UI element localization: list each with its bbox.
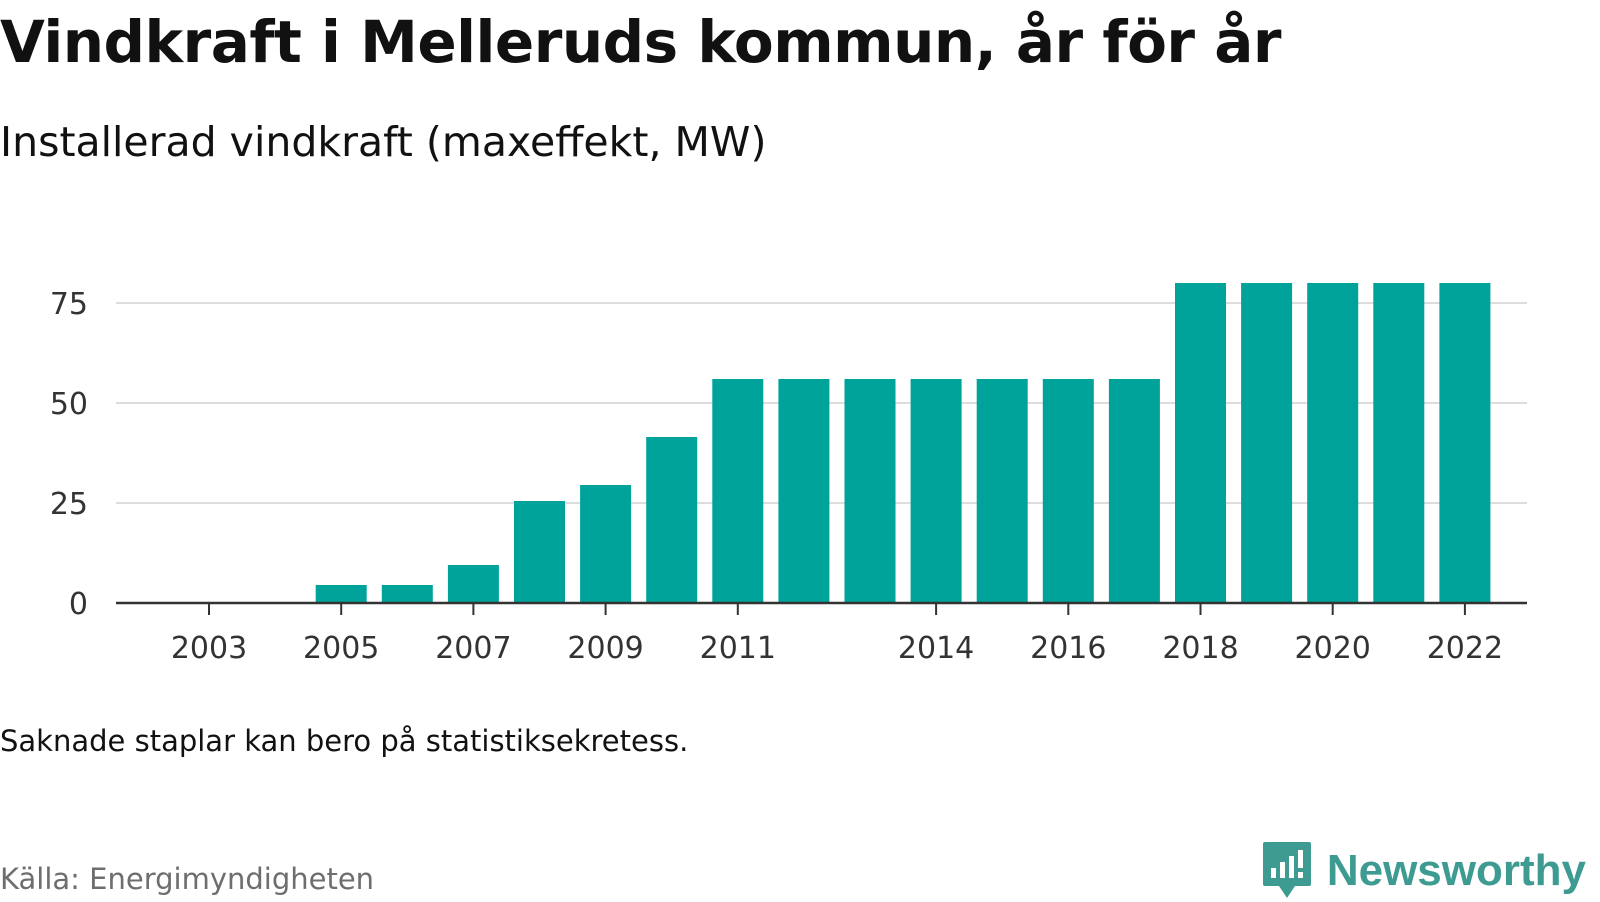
x-tick-label: 2016: [1030, 631, 1106, 666]
bar-2008: [514, 501, 565, 603]
bar-2022: [1439, 283, 1491, 603]
bar-2010: [646, 437, 698, 603]
chart-title: Vindkraft i Melleruds kommun, år för år: [0, 8, 1281, 76]
y-tick-label: 0: [69, 587, 88, 622]
x-tick-label: 2018: [1162, 631, 1238, 666]
x-tick-label: 2003: [171, 631, 247, 666]
x-tick-label: 2009: [567, 631, 643, 666]
bar-2011: [712, 379, 764, 603]
footnote: Saknade staplar kan bero på statistiksek…: [0, 724, 689, 758]
bar-2017: [1108, 379, 1160, 603]
x-tick-label: 2014: [898, 631, 974, 666]
bar-2018: [1175, 283, 1226, 603]
source-text: Källa: Energimyndigheten: [0, 862, 375, 896]
bar-2019: [1241, 283, 1293, 603]
bar-2015: [976, 379, 1028, 603]
y-axis-labels: 0 25 50 75: [50, 287, 88, 622]
y-tick-label: 25: [50, 487, 88, 522]
bar-2021: [1373, 283, 1425, 603]
bars: [315, 283, 1491, 603]
bar-2007: [447, 565, 499, 603]
bar-2016: [1042, 379, 1094, 603]
brand-logo: Newsworthy: [1261, 840, 1586, 902]
bar-2020: [1307, 283, 1359, 603]
x-tick-label: 2022: [1427, 631, 1503, 666]
bar-2009: [580, 485, 632, 603]
y-tick-label: 75: [50, 287, 88, 322]
bar-chart: 0 25 50 75 2003 2005 2007 2009 2011 2014 2016 2018…: [50, 283, 1527, 666]
bar-2014: [910, 379, 962, 603]
x-tick-label: 2011: [700, 631, 776, 666]
brand-name: Newsworthy: [1326, 846, 1586, 895]
bar-2005: [315, 585, 367, 603]
newsworthy-logo-icon: [1262, 842, 1311, 898]
bar-2006: [381, 585, 433, 603]
x-tick-label: 2005: [303, 631, 379, 666]
y-tick-label: 50: [50, 387, 88, 422]
x-tick-label: 2007: [435, 631, 511, 666]
bar-2013: [844, 379, 896, 603]
chart-subtitle: Installerad vindkraft (maxeffekt, MW): [0, 118, 767, 166]
x-axis: 2003 2005 2007 2009 2011 2014 2016 2018 2020 2022: [116, 601, 1527, 666]
bar-2012: [778, 379, 830, 603]
x-tick-label: 2020: [1295, 631, 1371, 666]
